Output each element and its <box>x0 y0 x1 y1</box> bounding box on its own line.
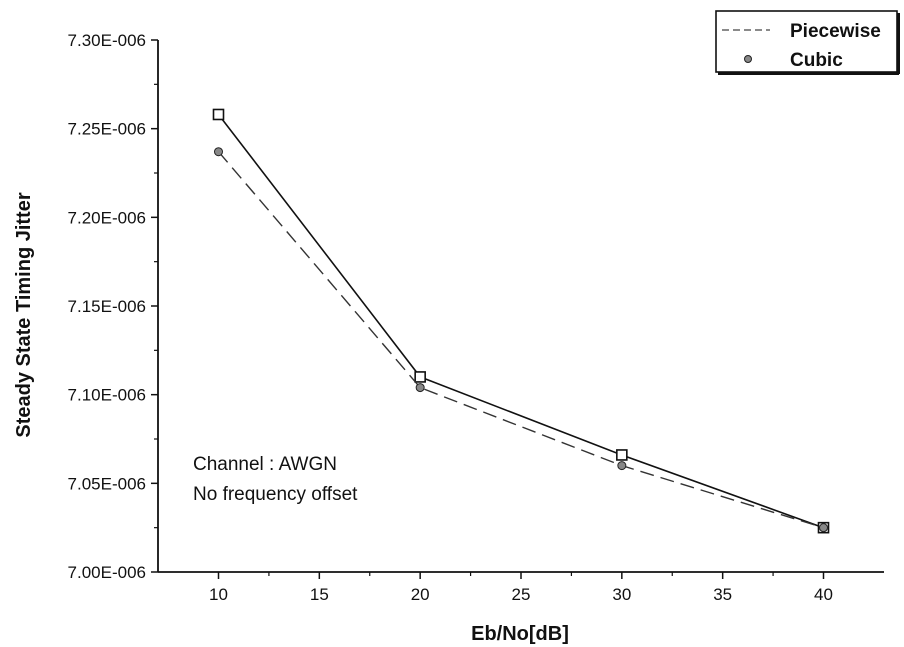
data-point-piecewise <box>616 449 628 461</box>
x-tick-label: 30 <box>612 585 631 604</box>
legend: Piecewise Cubic <box>715 10 900 75</box>
data-point-piecewise <box>414 371 426 383</box>
x-tick-label: 20 <box>411 585 430 604</box>
data-point-piecewise <box>212 108 225 121</box>
data-point-cubic <box>819 523 828 533</box>
data-point-cubic <box>214 147 223 157</box>
y-tick-label: 7.00E-006 <box>68 563 146 582</box>
x-axis: 10 15 20 25 30 35 40 <box>209 572 833 604</box>
y-tick-label: 7.05E-006 <box>68 474 146 493</box>
x-tick-label: 40 <box>814 585 833 604</box>
y-axis-title: Steady State Timing Jitter <box>13 192 35 437</box>
x-tick-label: 10 <box>209 585 228 604</box>
data-point-cubic <box>415 383 425 393</box>
series-line-cubic <box>217 151 824 529</box>
y-tick-label: 7.25E-006 <box>68 120 146 139</box>
y-tick-label: 7.15E-006 <box>68 297 146 316</box>
data-point-cubic <box>617 461 627 471</box>
legend-label-cubic: Cubic <box>790 50 843 71</box>
series-layer <box>212 108 830 534</box>
y-tick-label: 7.20E-006 <box>68 208 146 227</box>
series-line-piecewise <box>217 114 824 529</box>
annotation-offset: No frequency offset <box>193 484 358 505</box>
x-tick-label: 25 <box>512 585 531 604</box>
x-tick-label: 35 <box>713 585 732 604</box>
legend-marker-cubic <box>744 55 752 63</box>
legend-label-piecewise: Piecewise <box>790 21 881 42</box>
y-tick-label: 7.30E-006 <box>68 31 146 50</box>
y-tick-label: 7.10E-006 <box>68 386 146 405</box>
x-axis-title: Eb/No[dB] <box>471 623 569 645</box>
annotation-channel: Channel : AWGN <box>193 454 337 475</box>
y-axis: 7.00E-006 7.05E-006 7.10E-006 7.15E-006 7.20… <box>68 31 158 582</box>
x-tick-label: 15 <box>310 585 329 604</box>
